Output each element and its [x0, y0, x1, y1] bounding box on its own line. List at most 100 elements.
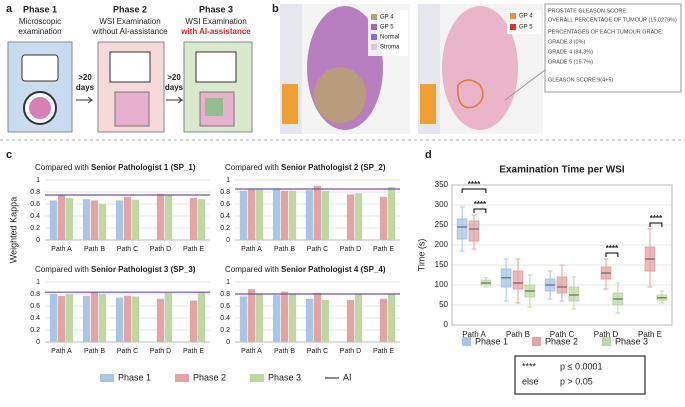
- panel-label: a: [6, 3, 13, 15]
- bar: [288, 294, 297, 342]
- legend-label: Phase 2: [193, 372, 226, 382]
- bar: [197, 291, 206, 342]
- y-tick-label: 0.2: [220, 225, 230, 232]
- bar: [156, 193, 165, 240]
- y-tick-label: 100: [435, 280, 449, 289]
- legend-swatch: [510, 13, 516, 19]
- x-tick-label: Path E: [373, 348, 394, 355]
- x-tick-label: Path A: [241, 246, 262, 253]
- report-line: OVERALL PERCENTAGE OF TUMOUR (15.0279%): [548, 17, 677, 23]
- significance-key-text: p > 0.05: [560, 376, 593, 386]
- phase-text: WSI Examination: [185, 17, 246, 26]
- x-tick-label: Path C: [307, 246, 328, 253]
- sidebar: [282, 84, 298, 124]
- y-tick-label: 0.6: [30, 201, 40, 208]
- x-tick-label: Path E: [183, 348, 204, 355]
- icon: [29, 97, 51, 119]
- bar: [255, 189, 264, 240]
- icon: [195, 51, 237, 83]
- bar: [255, 294, 264, 342]
- bar: [239, 190, 248, 240]
- x-tick-label: Path D: [340, 348, 361, 355]
- bar: [387, 294, 396, 342]
- bar: [305, 190, 314, 240]
- legend-label: Stroma: [380, 45, 400, 51]
- significance-bracket: [649, 222, 663, 227]
- x-tick-label: Path C: [117, 246, 138, 253]
- bar: [131, 199, 140, 240]
- x-tick-label: Path E: [373, 246, 394, 253]
- y-tick-label: 0.6: [30, 303, 40, 310]
- bar: [272, 295, 281, 342]
- panel-b: GP 4 GP 5 Normal Stroma GP 4 GP 5 PROSTA…: [280, 3, 682, 134]
- x-tick-label: Path B: [274, 246, 295, 253]
- report-line: GRADE 5 (15.7%): [548, 59, 593, 65]
- chart-title: Compared with: [35, 265, 91, 274]
- x-tick-label: Path D: [150, 246, 171, 253]
- legend-label: AI: [343, 372, 352, 382]
- bar: [189, 300, 198, 342]
- bar: [65, 294, 74, 342]
- bar: [280, 291, 289, 342]
- bar: [354, 294, 363, 342]
- y-tick-label: 200: [435, 240, 449, 249]
- legend-label: GP 5: [380, 25, 394, 31]
- y-tick-label: 0.8: [30, 291, 40, 298]
- y-tick-label: 0.2: [220, 327, 230, 334]
- y-tick-label: 1: [36, 279, 40, 286]
- x-tick-label: Path B: [274, 348, 295, 355]
- bar: [98, 204, 107, 240]
- y-tick-label: 150: [435, 260, 449, 269]
- box: [568, 286, 580, 302]
- bar: [272, 189, 281, 240]
- phase-text: examination: [18, 27, 61, 36]
- bar: [115, 200, 124, 240]
- legend-swatch: [602, 337, 611, 346]
- report-line: GLEASON SCORE:9(4+5): [548, 77, 613, 83]
- box: [468, 220, 480, 242]
- legend-label: Phase 3: [615, 336, 648, 346]
- y-tick-label: 0.8: [220, 291, 230, 298]
- y-tick-label: 0.4: [30, 315, 40, 322]
- x-tick-label: Path C: [117, 348, 138, 355]
- arrow: [76, 96, 94, 104]
- x-tick-label: Path A: [241, 348, 262, 355]
- report-line: GRADE 4 (84.3%): [548, 49, 593, 55]
- significance-key-symbol: ****: [522, 361, 537, 371]
- bar: [197, 199, 206, 240]
- phase-text: without AI-assistance: [91, 27, 168, 36]
- report-line: PERCENTAGES OF EACH TUMOUR GRADE:: [548, 29, 664, 35]
- bar: [247, 189, 256, 240]
- bar: [313, 186, 322, 240]
- significance-key-symbol: else: [522, 376, 539, 386]
- bar: [247, 289, 256, 342]
- bar: [90, 200, 99, 240]
- arrow: [166, 96, 184, 104]
- box: [512, 270, 524, 290]
- phase-title: Phase 2: [113, 4, 147, 14]
- legend-label: GP 5: [519, 25, 533, 31]
- legend-swatch: [371, 14, 377, 20]
- bar: [387, 187, 396, 240]
- significance-bracket: [473, 208, 487, 213]
- y-tick-label: 0: [444, 320, 449, 329]
- bar: [123, 196, 132, 240]
- annotation-outline: [457, 79, 484, 109]
- bar: [321, 190, 330, 240]
- significance-bracket: [605, 252, 619, 257]
- bar: [49, 294, 58, 342]
- tissue: [314, 67, 366, 123]
- y-tick-label: 0.4: [220, 213, 230, 220]
- gap: days: [76, 83, 95, 92]
- bar: [49, 200, 58, 240]
- panel-label: b: [272, 3, 279, 15]
- gap: >20: [78, 73, 92, 82]
- y-axis-label: Time (s): [416, 239, 426, 272]
- bar: [189, 198, 198, 240]
- x-tick-label: Path A: [51, 246, 72, 253]
- y-tick-label: 300: [435, 200, 449, 209]
- chart-title: Compared with: [225, 163, 281, 172]
- significance-key-text: p ≤ 0.0001: [560, 361, 602, 371]
- significance-label: ****: [650, 214, 663, 223]
